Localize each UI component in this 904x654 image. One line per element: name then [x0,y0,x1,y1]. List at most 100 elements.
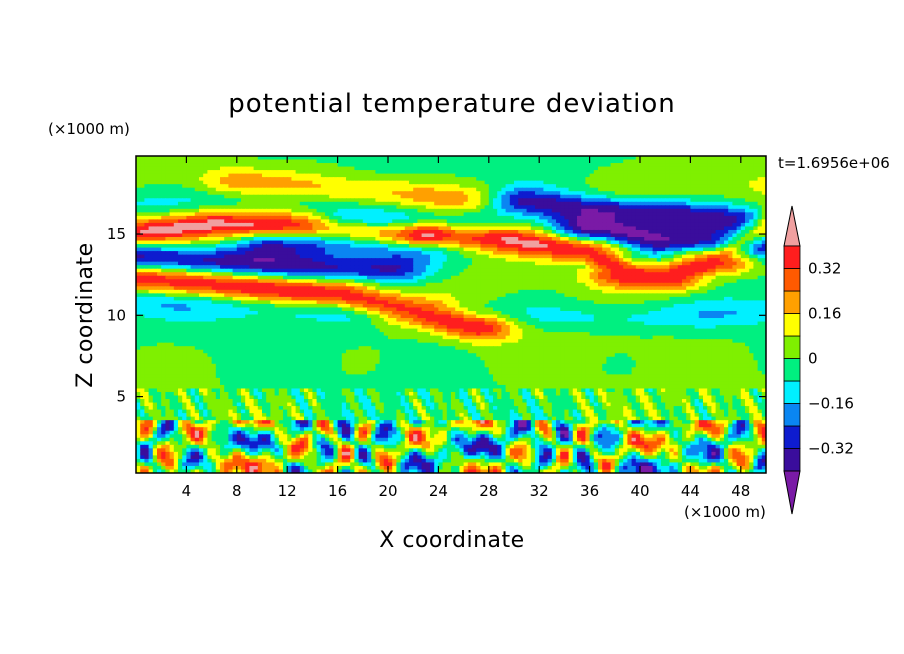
heatmap-cell [211,237,217,242]
heatmap-cell [455,219,460,224]
heatmap-cell [316,219,322,224]
heatmap-cell [719,156,725,161]
heatmap-cell [451,212,456,217]
heatmap-cell [329,251,334,256]
heatmap-cell [421,254,427,259]
heatmap-cell [715,244,721,249]
heatmap-cell [711,258,717,263]
heatmap-cell [480,208,486,213]
heatmap-cell [350,159,355,164]
heatmap-cell [287,247,292,252]
heatmap-cell [421,156,427,161]
heatmap-cell [719,229,725,235]
heatmap-cell [451,187,456,192]
heatmap-cell [299,219,305,224]
heatmap-cell [337,180,343,185]
heatmap-cell [724,233,729,238]
heatmap-cell [493,229,498,235]
heatmap-cell [526,208,532,213]
heatmap-cell [346,240,351,245]
heatmap-cell [228,258,234,263]
heatmap-cell [501,201,507,206]
heatmap-cell [564,222,570,228]
heatmap-cell [207,268,213,273]
heatmap-cell [190,173,196,178]
heatmap-cell [623,170,628,175]
heatmap-cell [337,184,343,189]
heatmap-cell [283,222,288,228]
heatmap-cell [283,237,288,242]
heatmap-cell [430,184,435,189]
heatmap-cell [648,191,654,196]
heatmap-cell [224,187,229,192]
heatmap-cell [199,194,204,199]
heatmap-cell [245,272,250,277]
heatmap-cell [358,229,364,235]
heatmap-cell [715,268,721,273]
heatmap-cell [761,244,766,249]
heatmap-cell [253,156,259,161]
heatmap-cell [211,240,217,245]
heatmap-cell [266,156,271,161]
heatmap-cell [501,212,507,217]
heatmap-cell [367,173,372,178]
heatmap-cell [656,205,662,210]
heatmap-cell [333,240,339,245]
heatmap-cell [551,237,557,242]
heatmap-cell [707,251,712,256]
heatmap-cell [299,247,305,252]
heatmap-cell [161,177,166,182]
heatmap-cell [476,163,481,168]
heatmap-cell [262,194,267,199]
heatmap-cell [409,261,414,266]
heatmap-cell [745,184,750,189]
heatmap-cell [745,265,750,270]
heatmap-cell [467,201,473,206]
heatmap-cell [299,229,305,235]
heatmap-cell [438,240,444,245]
heatmap-cell [560,173,565,178]
heatmap-cell [472,166,477,171]
heatmap-cell [539,219,544,224]
heatmap-cell [505,247,511,252]
heatmap-cell [740,201,746,206]
heatmap-cell [371,201,376,206]
heatmap-cell [442,198,448,203]
heatmap-cell [215,194,221,199]
heatmap-cell [367,251,372,256]
heatmap-cell [283,208,288,213]
heatmap-cell [648,184,654,189]
heatmap-cell [257,177,263,182]
heatmap-cell [535,184,540,189]
heatmap-cell [661,208,666,213]
heatmap-cell [703,244,708,249]
heatmap-cell [724,198,729,203]
heatmap-cell [337,205,343,210]
heatmap-cell [173,180,179,185]
heatmap-cell [375,240,381,245]
heatmap-cell [661,159,666,164]
heatmap-cell [430,170,435,175]
heatmap-cell [614,254,620,259]
heatmap-cell [539,159,544,164]
heatmap-cell [224,233,229,238]
heatmap-cell [152,237,158,242]
heatmap-cell [740,205,746,210]
heatmap-cell [581,205,586,210]
heatmap-cell [463,215,469,220]
heatmap-cell [686,226,691,231]
heatmap-cell [152,272,158,277]
heatmap-cell [761,177,766,182]
heatmap-cell [568,170,574,175]
heatmap-cell [362,156,368,161]
heatmap-cell [572,198,578,203]
heatmap-cell [488,240,494,245]
heatmap-cell [627,198,633,203]
heatmap-cell [199,184,204,189]
heatmap-cell [749,156,754,161]
heatmap-cell [169,265,175,270]
heatmap-cell [732,251,738,256]
heatmap-cell [619,240,624,245]
heatmap-cell [761,258,766,263]
heatmap-cell [400,201,406,206]
